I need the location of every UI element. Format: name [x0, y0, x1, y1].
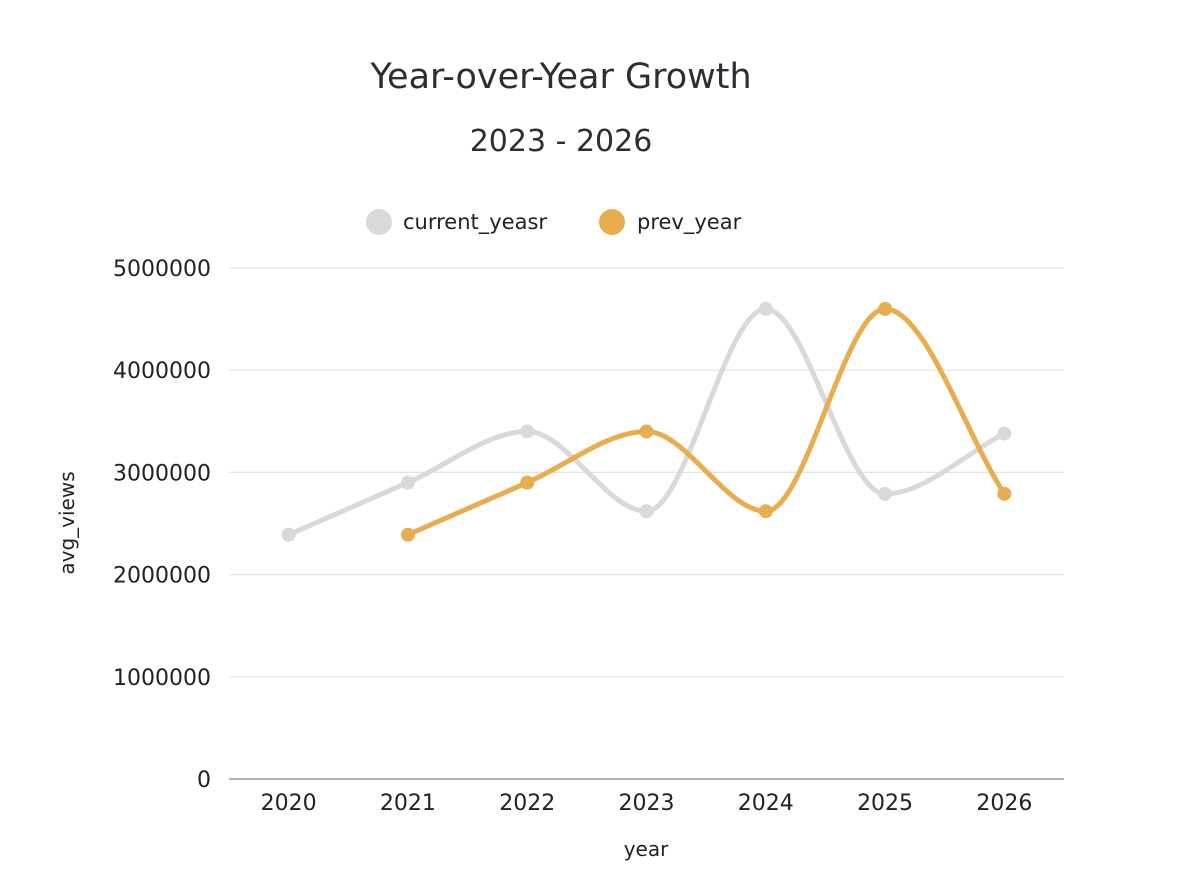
- data-point[interactable]: [758, 301, 773, 316]
- legend-marker: [599, 209, 625, 235]
- data-point[interactable]: [997, 426, 1012, 441]
- data-point[interactable]: [639, 504, 654, 519]
- data-point[interactable]: [997, 486, 1012, 501]
- data-point[interactable]: [520, 475, 535, 490]
- series-prev_year: [400, 301, 1012, 542]
- x-tick-label: 2026: [976, 791, 1032, 816]
- x-tick-label: 2025: [857, 791, 913, 816]
- data-point[interactable]: [400, 527, 415, 542]
- x-tick-label: 2023: [619, 791, 675, 816]
- chart-title: Year-over-Year Growth: [369, 57, 751, 97]
- y-tick-label: 4000000: [113, 359, 211, 384]
- y-axis-label: avg_views: [55, 471, 79, 574]
- series-current_yeasr: [281, 301, 1012, 542]
- legend-item[interactable]: prev_year: [599, 209, 742, 235]
- series-line: [286, 306, 1007, 538]
- data-point[interactable]: [520, 424, 535, 439]
- data-point[interactable]: [281, 527, 296, 542]
- x-tick-label: 2024: [738, 791, 794, 816]
- legend-label: current_yeasr: [403, 210, 547, 235]
- y-tick-label: 5000000: [113, 257, 211, 282]
- data-point[interactable]: [758, 504, 773, 519]
- x-axis-label: year: [624, 837, 669, 861]
- x-tick-label: 2021: [380, 791, 436, 816]
- data-point[interactable]: [878, 486, 893, 501]
- legend-label: prev_year: [637, 210, 742, 235]
- gridlines: [229, 267, 1064, 678]
- y-tick-labels: 0 1000000 2000000 3000000 4000000 5000000: [113, 257, 211, 793]
- data-point[interactable]: [639, 424, 654, 439]
- chart-subtitle: 2023 - 2026: [470, 124, 653, 159]
- x-tick-label: 2022: [499, 791, 555, 816]
- y-tick-label: 0: [197, 768, 211, 793]
- legend-marker: [366, 209, 392, 235]
- series-line: [405, 306, 1007, 538]
- x-tick-label: 2020: [261, 791, 317, 816]
- legend-item[interactable]: current_yeasr: [366, 209, 547, 235]
- y-tick-label: 2000000: [113, 564, 211, 589]
- data-point[interactable]: [878, 301, 893, 316]
- data-point[interactable]: [400, 475, 415, 490]
- y-tick-label: 1000000: [113, 666, 211, 691]
- series: [281, 301, 1012, 542]
- x-tick-labels: 2020 2021 2022 2023 2024 2025 2026: [261, 791, 1033, 816]
- y-tick-label: 3000000: [113, 461, 211, 486]
- legend: current_yeasr prev_year: [366, 209, 742, 235]
